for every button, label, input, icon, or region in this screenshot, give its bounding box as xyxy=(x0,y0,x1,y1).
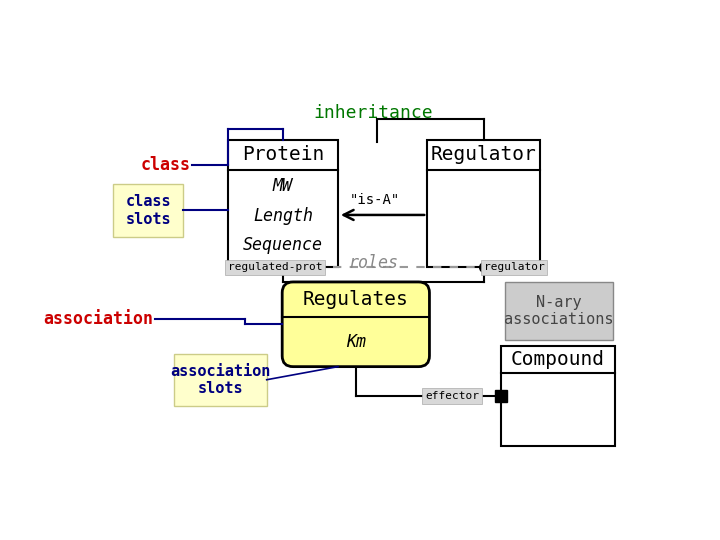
Text: "is-A": "is-A" xyxy=(350,193,400,206)
Text: class
slots: class slots xyxy=(125,194,171,227)
Text: Length: Length xyxy=(253,207,313,225)
Text: association: association xyxy=(43,310,153,328)
Text: Regulator: Regulator xyxy=(431,145,536,164)
Bar xyxy=(500,346,616,446)
Text: Protein: Protein xyxy=(242,145,324,164)
Text: MW: MW xyxy=(273,178,293,195)
Text: roles: roles xyxy=(348,254,398,272)
Text: Regulates: Regulates xyxy=(303,290,409,309)
Bar xyxy=(174,354,266,406)
Bar xyxy=(427,140,539,267)
Bar xyxy=(505,282,613,340)
Bar xyxy=(113,184,183,237)
Text: Km: Km xyxy=(346,333,366,350)
FancyBboxPatch shape xyxy=(282,282,429,367)
Text: regulator: regulator xyxy=(484,262,544,272)
Text: Compound: Compound xyxy=(511,350,605,369)
Text: effector: effector xyxy=(425,391,479,401)
Bar xyxy=(228,140,338,267)
Text: association
slots: association slots xyxy=(170,363,271,396)
Text: inheritance: inheritance xyxy=(313,104,433,122)
Text: N-ary
associations: N-ary associations xyxy=(504,295,613,327)
Text: class: class xyxy=(140,156,191,174)
Text: Sequence: Sequence xyxy=(243,236,323,254)
Text: regulated-prot: regulated-prot xyxy=(228,262,323,272)
